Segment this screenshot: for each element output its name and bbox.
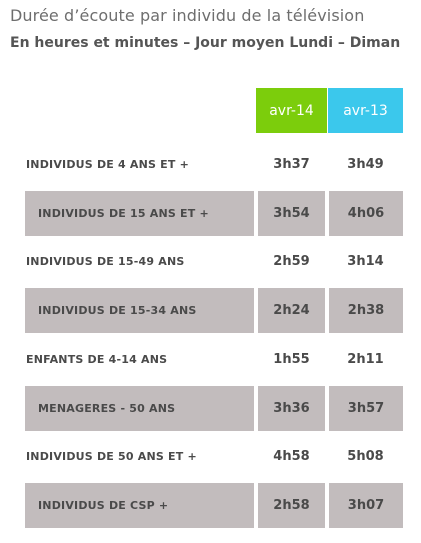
- table-row: INDIVIDUS DE 15-34 ANS 2h24 2h38: [0, 288, 421, 333]
- row-label: INDIVIDUS DE 4 ANS ET +: [26, 158, 190, 171]
- row-label: ENFANTS DE 4-14 ANS: [26, 353, 168, 366]
- table-row: INDIVIDUS DE 50 ANS ET + 4h58 5h08: [0, 434, 421, 479]
- value-avr-14: 2h58: [258, 483, 327, 528]
- value-avr-14: 2h24: [258, 288, 327, 333]
- value-avr-13: 4h06: [329, 191, 403, 236]
- row-label: INDIVIDUS DE 15-49 ANS: [26, 255, 185, 268]
- table-row: INDIVIDUS DE 15-49 ANS 2h59 3h14: [0, 239, 421, 284]
- column-header-avr-14: avr-14: [256, 88, 327, 133]
- page-subtitle: En heures et minutes – Jour moyen Lundi …: [10, 35, 401, 51]
- table-row: INDIVIDUS DE 15 ANS ET + 3h54 4h06: [0, 191, 421, 236]
- row-label: INDIVIDUS DE 15 ANS ET +: [25, 191, 256, 236]
- table-row: MENAGERES - 50 ANS 3h36 3h57: [0, 386, 421, 431]
- row-label: INDIVIDUS DE 15-34 ANS: [25, 288, 256, 333]
- value-avr-13: 3h49: [347, 157, 384, 172]
- value-avr-13: 3h57: [329, 386, 403, 431]
- value-avr-14: 2h59: [273, 254, 310, 269]
- table-row: INDIVIDUS DE CSP + 2h58 3h07: [0, 483, 421, 528]
- value-avr-13: 2h38: [329, 288, 403, 333]
- column-header-avr-13: avr-13: [328, 88, 403, 133]
- value-avr-14: 4h58: [273, 449, 310, 464]
- value-avr-14: 1h55: [273, 352, 310, 367]
- value-avr-13: 2h11: [347, 352, 384, 367]
- value-avr-14: 3h54: [258, 191, 327, 236]
- value-avr-13: 3h14: [347, 254, 384, 269]
- value-avr-14: 3h36: [258, 386, 327, 431]
- table-row: ENFANTS DE 4-14 ANS 1h55 2h11: [0, 337, 421, 382]
- value-avr-13: 3h07: [329, 483, 403, 528]
- row-label: INDIVIDUS DE 50 ANS ET +: [26, 450, 197, 463]
- row-label: INDIVIDUS DE CSP +: [25, 483, 256, 528]
- page-title: Durée d’écoute par individu de la télévi…: [10, 6, 365, 25]
- row-label: MENAGERES - 50 ANS: [25, 386, 256, 431]
- value-avr-13: 5h08: [347, 449, 384, 464]
- value-avr-14: 3h37: [273, 157, 310, 172]
- table-row: INDIVIDUS DE 4 ANS ET + 3h37 3h49: [0, 142, 421, 187]
